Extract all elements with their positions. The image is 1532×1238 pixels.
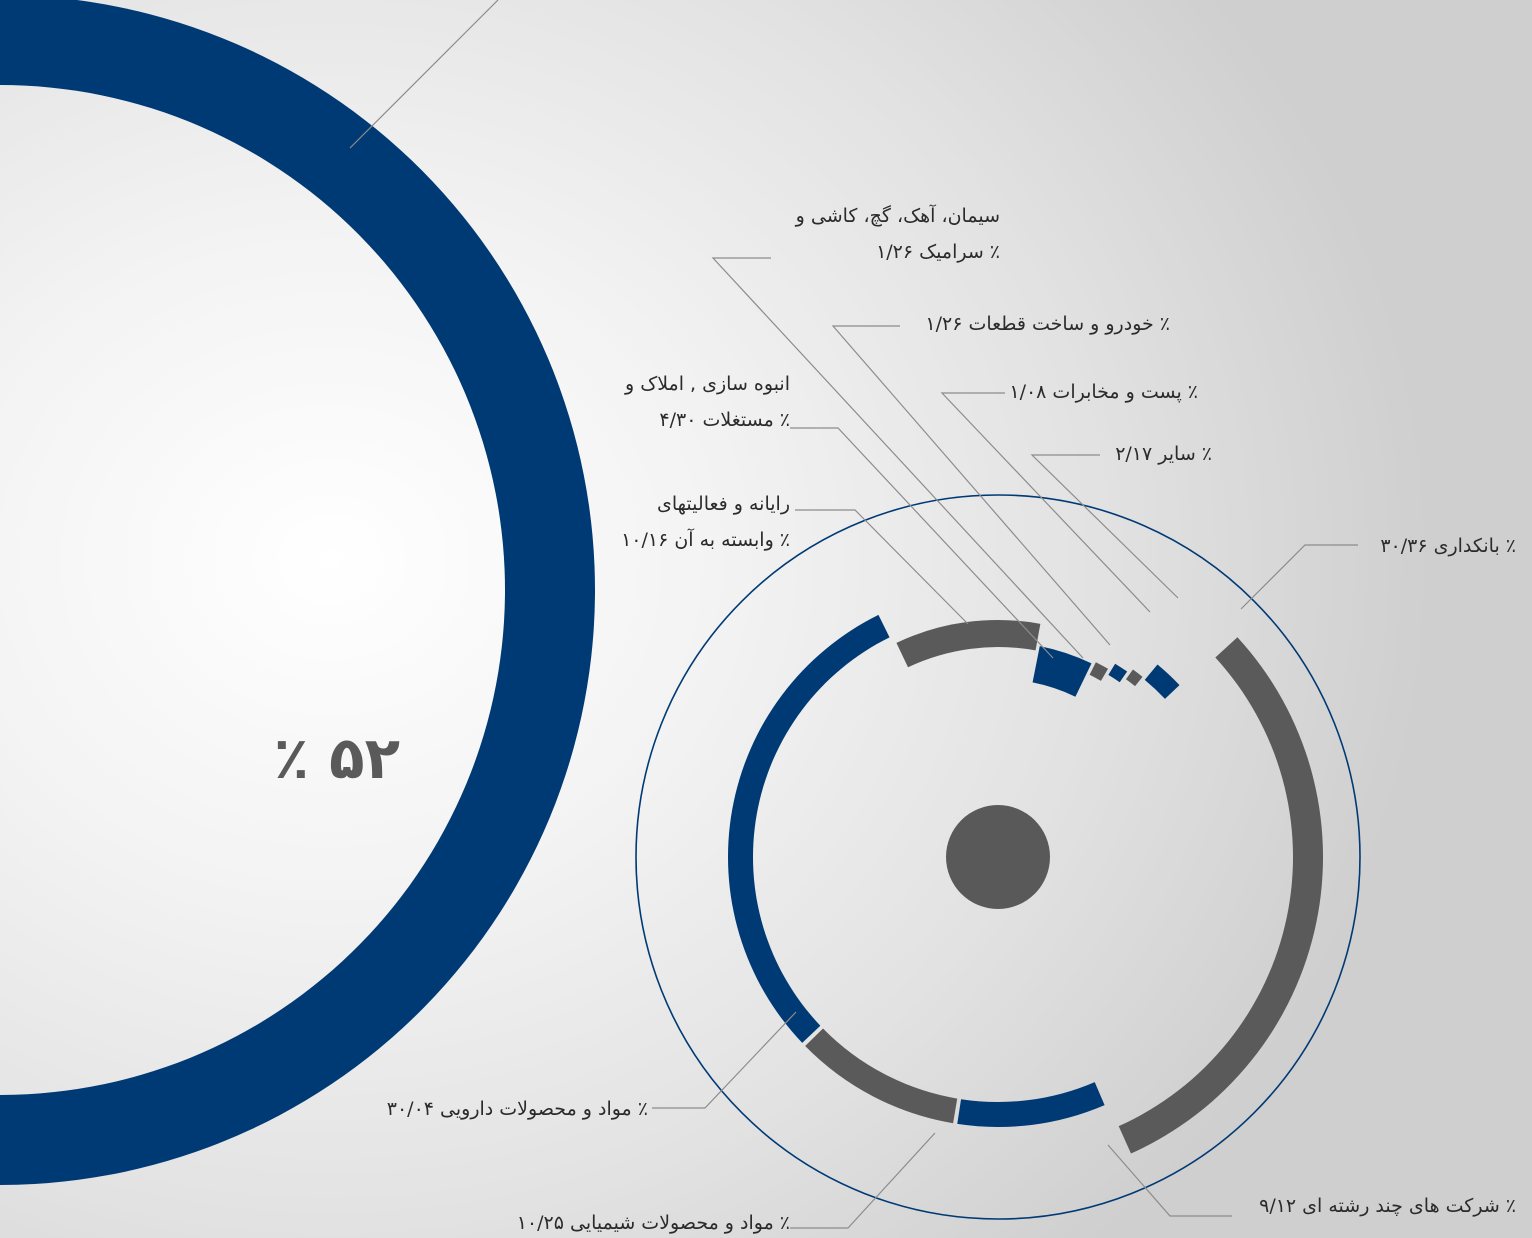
leader-lines — [652, 257, 1358, 1229]
slice-segment — [805, 1028, 958, 1124]
slice-segment — [896, 620, 1041, 668]
slice-label: مواد و محصولات شیمیایی ۱۰/۲۵ ٪ — [517, 1212, 790, 1234]
slice-label: سیمان، آهک، گچ، کاشی و — [795, 203, 1000, 227]
slice-label: مستغلات ۴/۳۰ ٪ — [659, 409, 790, 431]
slice-leader-line — [1030, 454, 1179, 599]
slice-leader-line — [652, 1011, 797, 1109]
slice-segment — [1144, 664, 1180, 699]
large-donut-leader-line — [349, 0, 499, 149]
slice-leader-line — [711, 257, 1084, 659]
slice-segment — [728, 614, 890, 1043]
slice-segment — [1108, 663, 1128, 683]
slice-label: انبوه سازی , املاک و — [624, 373, 790, 395]
slice-segment — [957, 1082, 1105, 1128]
slice-label: وابسته به آن ۱۰/۱۶ ٪ — [621, 527, 790, 551]
outer-ring-outline — [635, 494, 1361, 1220]
slice-leader-line — [790, 427, 1054, 659]
slice-leader-line — [790, 1132, 936, 1229]
slice-leader-line — [1240, 544, 1358, 610]
slice-label: شرکت های چند رشته ای ۹/۱۲ ٪ — [1259, 1195, 1516, 1217]
slice-label: رایانه و فعالیتهای — [657, 493, 790, 515]
industry-segment-chart — [635, 494, 1361, 1220]
slice-leader-line — [1107, 1144, 1232, 1217]
slice-segment — [1032, 646, 1092, 697]
center-hub — [946, 805, 1050, 909]
slice-segment — [1125, 669, 1143, 687]
slice-segment — [1118, 637, 1323, 1154]
slice-label: خودرو و ساخت قطعات ۱/۲۶ ٪ — [925, 313, 1170, 335]
slice-segment — [1089, 662, 1109, 681]
large-donut-value-label: ٪ ۵۲ — [274, 724, 400, 792]
slice-leader-line — [831, 325, 1111, 646]
slice-label: بانکداری ۳۰/۳۶ ٪ — [1380, 535, 1516, 557]
large-donut-chart — [0, 0, 595, 1185]
slice-label: سرامیک ۱/۲۶ ٪ — [876, 241, 1000, 263]
slice-label: سایر ۲/۱۷ ٪ — [1115, 443, 1212, 465]
slice-labels: بانکداری ۳۰/۳۶ ٪ شرکت های چند رشته ای ۹/۱… — [387, 203, 1516, 1234]
slice-label: مواد و محصولات دارویی ۳۰/۰۴ ٪ — [387, 1098, 648, 1120]
slice-leader-line — [795, 509, 969, 625]
large-donut-main-segment — [0, 0, 595, 1185]
slice-label: پست و مخابرات ۱/۰۸ ٪ — [1009, 381, 1198, 403]
slice-leader-line — [940, 392, 1151, 613]
